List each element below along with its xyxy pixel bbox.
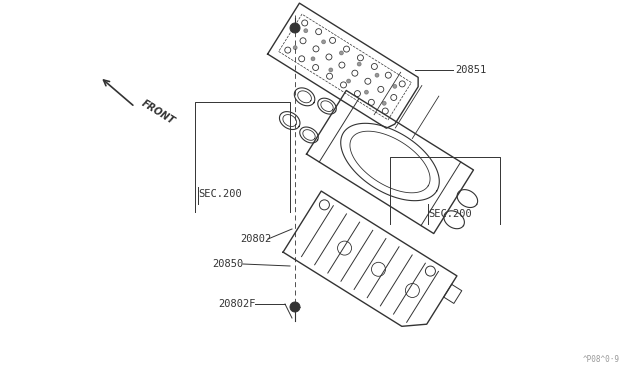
Circle shape [304,29,308,33]
Circle shape [293,46,297,49]
Circle shape [364,90,369,94]
Text: 20802: 20802 [240,234,271,244]
Text: SEC.200: SEC.200 [428,209,472,219]
Circle shape [382,101,386,105]
Text: ^P08^0·9: ^P08^0·9 [583,355,620,364]
Text: FRONT: FRONT [140,98,177,126]
Circle shape [393,84,397,88]
Circle shape [290,23,300,33]
Circle shape [375,73,379,77]
Circle shape [329,68,333,72]
Circle shape [339,51,344,55]
Circle shape [357,62,361,66]
Text: 20850: 20850 [212,259,243,269]
Circle shape [347,79,351,83]
Text: 20802F: 20802F [218,299,255,309]
Text: SEC.200: SEC.200 [198,189,242,199]
Text: 20851: 20851 [455,65,486,75]
Circle shape [311,57,315,61]
Circle shape [290,302,300,312]
Circle shape [321,40,326,44]
